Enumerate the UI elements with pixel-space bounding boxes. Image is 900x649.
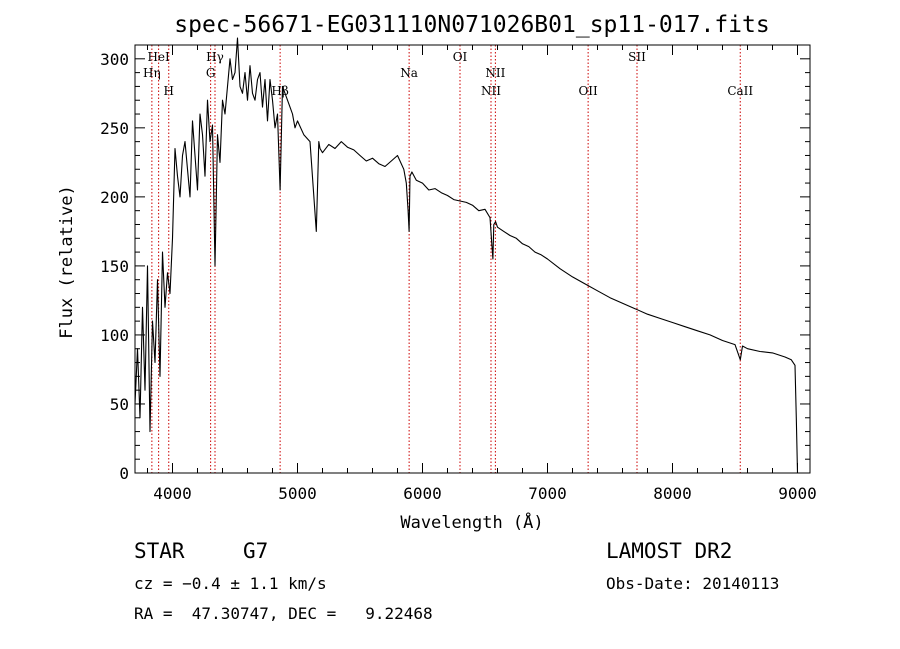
x-tick-label-4: 8000 [653,484,692,503]
line-marker-label-7: OI [453,50,468,64]
spectrum-line [134,37,799,474]
x-tick-label-5: 9000 [778,484,817,503]
chart-title: spec-56671-EG031110N071026B01_sp11-017.f… [174,12,769,38]
plot-area: HeI HηH Hγ G Hβ Na OI NII NII OII SII CaII 4000 5000 6… [100,37,817,503]
object-subclass: G7 [243,539,268,563]
line-marker-label-11: SII [628,50,646,64]
line-marker-label-0: HeI [147,50,170,64]
line-marker-label-4: G [206,66,216,80]
line-marker-label-9: NII [481,84,501,98]
x-tick-label-3: 7000 [528,484,567,503]
y-tick-label-1: 50 [110,395,129,414]
line-marker-label-5: Hβ [271,84,288,98]
obs-date: Obs-Date: 20140113 [606,574,779,593]
object-type: STAR [134,539,185,563]
y-tick-label-3: 150 [100,257,129,276]
y-tick-label-5: 250 [100,119,129,138]
x-tick-label-1: 5000 [278,484,317,503]
line-marker-label-3: Hγ [206,50,224,64]
y-tick-label-0: 0 [119,464,129,483]
line-marker-label-2: H [164,84,174,98]
coordinates-text: RA = 47.30747, DEC = 9.22468 [134,604,433,623]
line-marker-label-12: CaII [727,84,753,98]
y-tick-label-6: 300 [100,50,129,69]
line-marker-label-10: OII [578,84,598,98]
y-tick-label-4: 200 [100,188,129,207]
line-marker-label-6: Na [400,66,418,80]
x-axis-label: Wavelength (Å) [400,511,543,533]
x-tick-label-2: 6000 [403,484,442,503]
y-tick-label-2: 100 [100,326,129,345]
redshift-text: cz = −0.4 ± 1.1 km/s [134,574,327,593]
line-marker-label-1: Hη [143,66,161,80]
x-tick-label-0: 4000 [153,484,192,503]
plot-frame [134,44,811,474]
y-axis-label: Flux (relative) [57,185,77,339]
line-marker-label-8: NII [485,66,505,80]
survey-name: LAMOST DR2 [606,539,732,563]
